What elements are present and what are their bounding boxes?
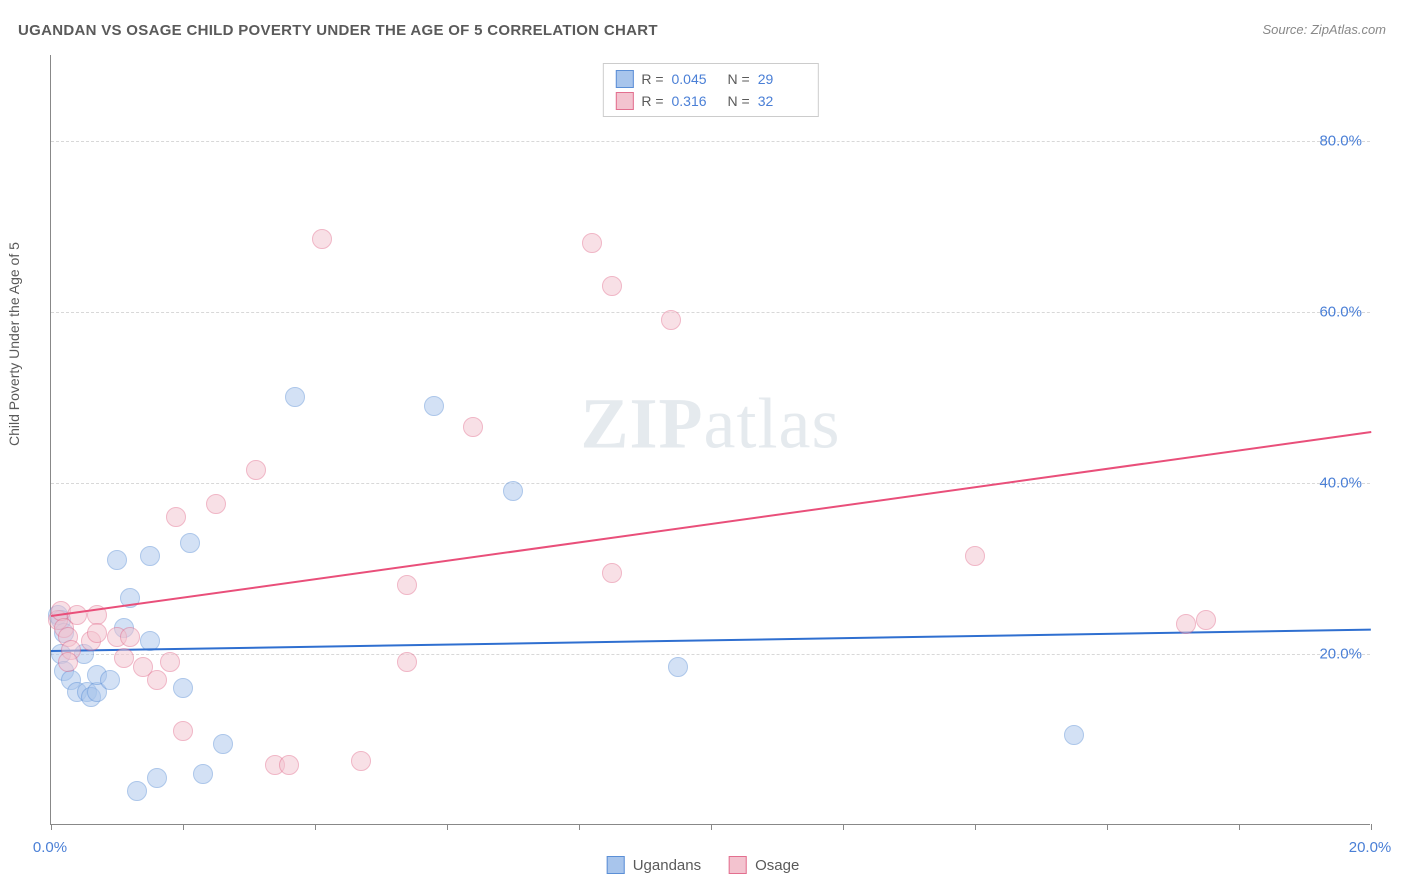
stat-n-label: N = [728,71,750,87]
gridline [51,654,1370,655]
x-tick [975,824,976,830]
x-tick [711,824,712,830]
data-point [120,627,140,647]
x-tick [1239,824,1240,830]
y-tick-label: 40.0% [1319,474,1362,491]
stats-legend-row: R = 0.045 N = 29 [615,68,805,90]
data-point [668,657,688,677]
y-axis-label: Child Poverty Under the Age of 5 [6,242,22,446]
y-tick-label: 80.0% [1319,132,1362,149]
x-tick [51,824,52,830]
data-point [424,396,444,416]
data-point [503,481,523,501]
stats-legend-row: R = 0.316 N = 32 [615,90,805,112]
data-point [173,721,193,741]
data-point [246,460,266,480]
trend-line [51,628,1371,651]
x-tick [447,824,448,830]
x-tick [579,824,580,830]
stat-r-label: R = [641,71,663,87]
x-tick [315,824,316,830]
data-point [193,764,213,784]
data-point [147,768,167,788]
stat-r-label: R = [641,93,663,109]
data-point [87,623,107,643]
data-point [279,755,299,775]
bottom-legend: Ugandans Osage [607,856,800,874]
data-point [166,507,186,527]
x-tick-label: 20.0% [1349,839,1392,856]
data-point [67,605,87,625]
trend-line [51,431,1371,617]
chart-container: UGANDAN VS OSAGE CHILD POVERTY UNDER THE… [0,0,1406,892]
data-point [602,563,622,583]
data-point [965,546,985,566]
watermark: ZIPatlas [581,383,841,466]
chart-title: UGANDAN VS OSAGE CHILD POVERTY UNDER THE… [18,22,658,39]
data-point [582,233,602,253]
data-point [397,652,417,672]
data-point [463,417,483,437]
data-point [147,670,167,690]
data-point [114,648,134,668]
stat-r-value: 0.045 [672,71,720,87]
legend-label: Osage [755,857,799,874]
data-point [397,575,417,595]
data-point [351,751,371,771]
data-point [1196,610,1216,630]
data-point [160,652,180,672]
plot-area: ZIPatlas R = 0.045 N = 29 R = 0.316 N = 32 20.0… [50,55,1370,825]
data-point [180,533,200,553]
x-tick [1107,824,1108,830]
data-point [1176,614,1196,634]
legend-label: Ugandans [633,857,701,874]
data-point [1064,725,1084,745]
data-point [312,229,332,249]
y-tick-label: 20.0% [1319,645,1362,662]
x-tick-label: 0.0% [33,839,67,856]
data-point [127,781,147,801]
data-point [213,734,233,754]
x-tick [183,824,184,830]
legend-item: Ugandans [607,856,701,874]
y-tick-label: 60.0% [1319,303,1362,320]
stats-legend: R = 0.045 N = 29 R = 0.316 N = 32 [602,63,818,117]
data-point [140,546,160,566]
data-point [285,387,305,407]
data-point [107,550,127,570]
stat-n-value: 29 [758,71,806,87]
data-point [206,494,226,514]
gridline [51,141,1370,142]
data-point [58,652,78,672]
gridline [51,312,1370,313]
legend-item: Osage [729,856,799,874]
source-label: Source: ZipAtlas.com [1262,22,1386,37]
legend-swatch [615,92,633,110]
data-point [173,678,193,698]
data-point [100,670,120,690]
stat-r-value: 0.316 [672,93,720,109]
x-tick [1371,824,1372,830]
legend-swatch [615,70,633,88]
gridline [51,483,1370,484]
x-tick [843,824,844,830]
legend-swatch [729,856,747,874]
data-point [602,276,622,296]
legend-swatch [607,856,625,874]
data-point [661,310,681,330]
stat-n-value: 32 [758,93,806,109]
stat-n-label: N = [728,93,750,109]
